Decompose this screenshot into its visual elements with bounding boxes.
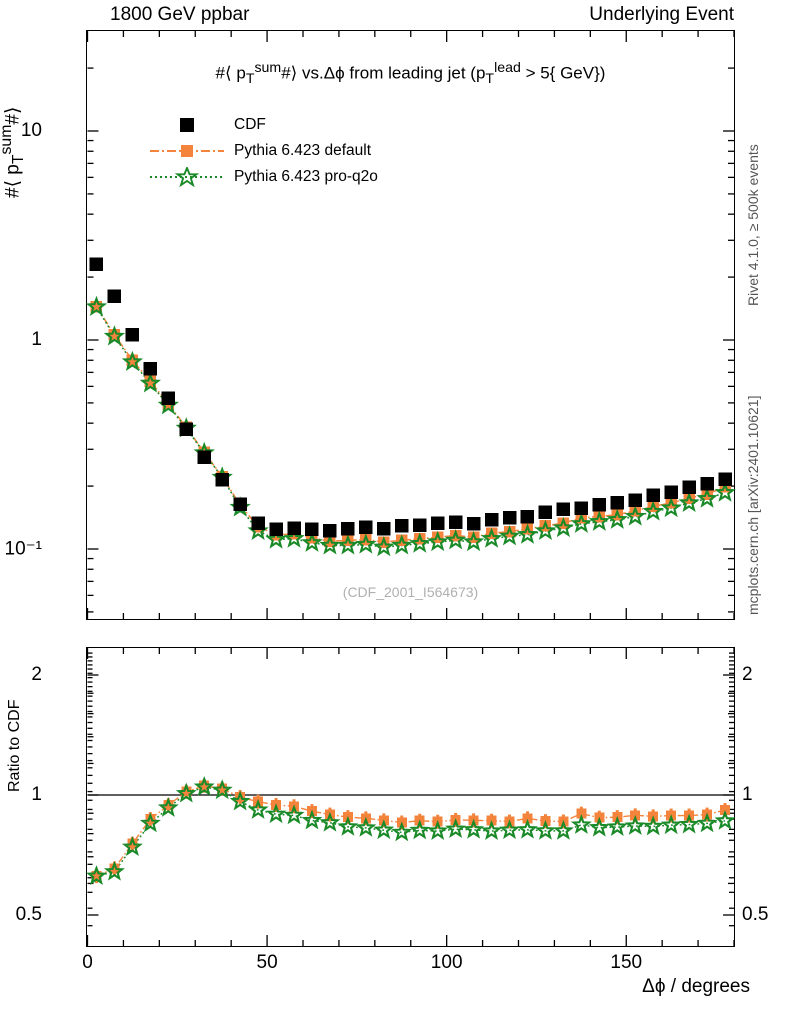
x-axis-label: Δϕ / degrees xyxy=(642,976,750,997)
credit-mcplots-arxiv: mcplots.cern.ch [arXiv:2401.10621] xyxy=(745,395,761,615)
y-tick-label-ratio-right-0: 2 xyxy=(742,664,753,685)
legend-key-cdf xyxy=(150,115,224,135)
plot-title: #⟨ pTsum#⟩ vs.Δϕ from leading jet (pTlea… xyxy=(215,60,606,88)
header-collision-energy: 1800 GeV ppbar xyxy=(110,4,250,25)
x-tick-label-2: 100 xyxy=(430,952,463,973)
credit-rivet-version: Rivet 4.1.0, ≥ 500k events xyxy=(745,144,761,306)
dotted-line-star-marker-icon xyxy=(150,167,224,187)
header-analysis-name: Underlying Event xyxy=(589,4,734,25)
legend-item-cdf: CDF xyxy=(150,112,378,138)
y-tick-label-ratio-0: 2 xyxy=(31,664,42,685)
y-tick-label-main-0: 10 xyxy=(20,120,42,141)
y-axis-label-main: #⟨ pTsum#⟩ xyxy=(0,106,28,198)
y-tick-label-main-1: 1 xyxy=(31,329,42,350)
analysis-id-watermark: (CDF_2001_I564673) xyxy=(342,584,479,600)
y-tick-label-main-2: 10⁻¹ xyxy=(4,538,43,560)
x-tick-label-1: 50 xyxy=(256,952,278,973)
legend-key-pythia-proq2o xyxy=(150,167,224,187)
x-tick-label-3: 150 xyxy=(610,952,643,973)
y-tick-label-ratio-2: 0.5 xyxy=(15,904,42,925)
ratio-plot-panel xyxy=(86,647,735,947)
y-tick-label-ratio-right-2: 0.5 xyxy=(742,904,769,925)
legend-item-pythia-proq2o: Pythia 6.423 pro-q2o xyxy=(150,164,378,190)
y-tick-label-ratio-right-1: 1 xyxy=(742,784,753,805)
legend-key-pythia-default xyxy=(150,141,224,161)
legend-label-pythia-default: Pythia 6.423 default xyxy=(234,142,372,159)
y-tick-label-ratio-1: 1 xyxy=(31,784,42,805)
legend-label-cdf: CDF xyxy=(234,116,266,133)
x-tick-label-0: 0 xyxy=(82,952,93,973)
legend-label-pythia-proq2o: Pythia 6.423 pro-q2o xyxy=(234,168,378,185)
square-marker-icon xyxy=(180,118,194,132)
y-axis-label-ratio: Ratio to CDF xyxy=(6,699,23,792)
legend-item-pythia-default: Pythia 6.423 default xyxy=(150,138,378,164)
legend: CDF Pythia 6.423 default Pythia 6.423 pr… xyxy=(150,112,378,190)
dashdot-line-square-marker-icon xyxy=(150,145,224,157)
